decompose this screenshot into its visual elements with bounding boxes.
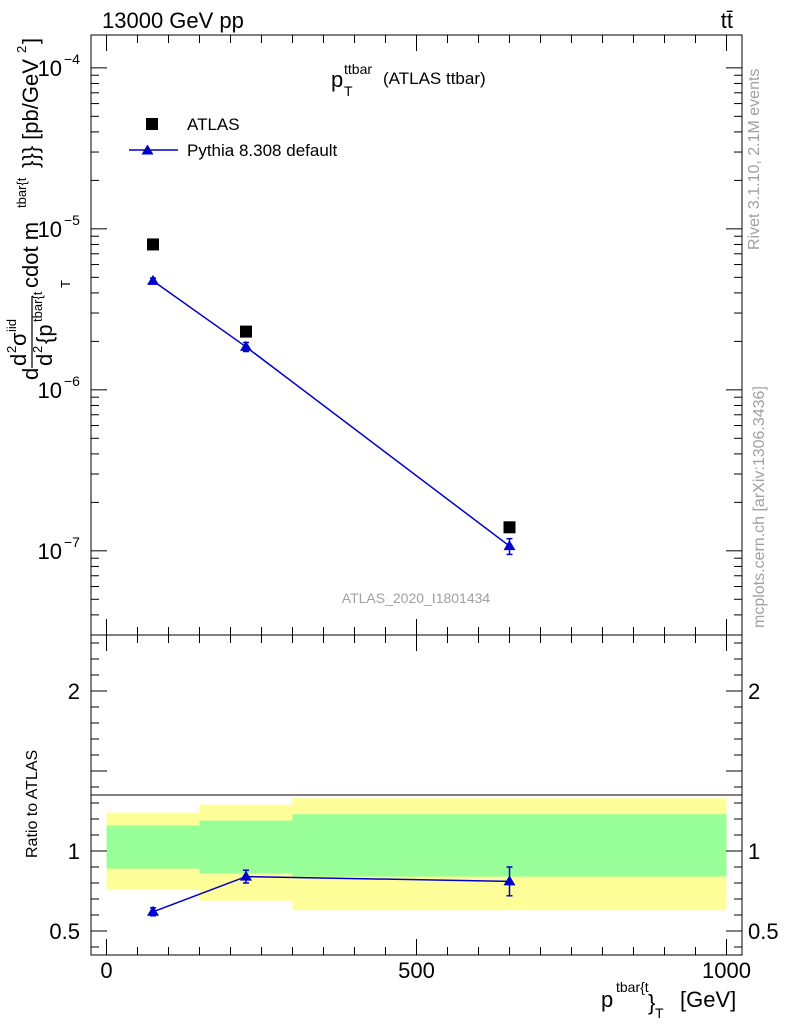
ratio-y-tick-label-right: 0.5 [748, 919, 779, 944]
ylabel-unit-close: ] [18, 38, 43, 44]
y-tick-label-exponent: −7 [64, 534, 80, 550]
rivet-version-label: Rivet 3.1.10, 2.1M events [746, 69, 763, 250]
xlabel-sub2: T [655, 1005, 664, 1021]
title-suffix: (ATLAS ttbar) [383, 69, 486, 88]
ratio-panel: 0.5 0.5 1 1 2 2 0 500 1000 Ratio to ATLAS p tba… [24, 634, 779, 1021]
legend-atlas-marker [146, 118, 158, 130]
xlabel-sup: tbar{t [616, 979, 649, 995]
main-y-ticks: 10−710−610−510−4 [38, 51, 742, 636]
title-sup: ttbar [344, 61, 372, 77]
ylabel-brace-p: {p [32, 324, 57, 344]
ratio-y-tick-label-left: 2 [68, 679, 80, 704]
ratio-y-tick-label-left: 0.5 [49, 919, 80, 944]
y-tick-label-base: 10 [38, 539, 62, 564]
legend-mc-label: Pythia 8.308 default [187, 141, 338, 160]
ratio-band-inner [106, 825, 200, 869]
analysis-label: ATLAS_2020_I1801434 [342, 590, 491, 606]
xlabel-sub: } [648, 990, 655, 1015]
main-panel: 10−710−610−510−4 p ttbar T (ATLAS ttbar)… [4, 34, 743, 636]
y-tick-label-exponent: −4 [64, 51, 80, 67]
atlas-point [240, 325, 252, 338]
y-tick-label-exponent: −6 [64, 373, 80, 389]
source-label: mcplots.cern.ch [arXiv:1306.3436] [751, 386, 768, 628]
ylabel-sigma: σ [6, 332, 31, 346]
ratio-y-ticks: 0.5 0.5 1 1 2 2 [49, 642, 779, 948]
mc-line [152, 280, 510, 547]
x-tick-label: 1000 [702, 958, 751, 983]
x-tick-label: 500 [398, 958, 435, 983]
ratio-band-inner [292, 814, 727, 877]
ratio-x-ticks: 0 500 1000 [100, 635, 751, 983]
x-tick-label: 0 [100, 958, 112, 983]
ratio-bands [106, 798, 727, 911]
atlas-point [503, 521, 516, 534]
title-sub: T [344, 83, 353, 99]
xlabel-unit: [GeV] [680, 987, 736, 1012]
ratio-y-tick-label-left: 1 [68, 839, 80, 864]
ratio-band-inner [199, 820, 293, 874]
xlabel-main: p [601, 987, 613, 1012]
ratio-point [147, 905, 159, 916]
mc-point [147, 274, 159, 285]
ratio-y-axis-label: Ratio to ATLAS [24, 750, 41, 858]
legend-atlas-label: ATLAS [187, 115, 240, 134]
plot-title: p ttbar T (ATLAS ttbar) [331, 61, 486, 99]
ylabel-d3: d [32, 354, 57, 366]
y-tick-label-base: 10 [38, 378, 62, 403]
energy-label: 13000 GeV pp [102, 8, 244, 33]
ratio-point [503, 875, 516, 886]
title-main: p [331, 67, 343, 92]
legend-mc-marker [141, 144, 154, 155]
ylabel-tbar-sup1: tbar{t [30, 291, 45, 322]
main-y-axis-label: d d 2 σ iid d 2 {p tbar{t cdot m tbar{t … [4, 38, 73, 380]
ratio-series [147, 866, 516, 917]
ylabel-sub-t: T [58, 280, 73, 288]
ylabel-d2: d [6, 354, 31, 366]
main-series [147, 238, 516, 556]
ylabel-unit-sup: 2 [14, 46, 29, 53]
y-tick-label-base: 10 [38, 217, 62, 242]
mc-point [503, 540, 516, 551]
ylabel-d1: d [18, 368, 43, 380]
y-tick-label-base: 10 [38, 56, 62, 81]
ylabel-cdot-m: cdot m [18, 222, 43, 288]
atlas-point [147, 238, 159, 251]
ylabel-tbar-sup2: tbar{t [14, 177, 29, 208]
legend: ATLAS Pythia 8.308 default [129, 115, 338, 160]
y-tick-label-exponent: −5 [64, 212, 80, 228]
main-x-ticks [106, 35, 727, 635]
mc-point [240, 340, 252, 351]
ylabel-unit: }}} [pb/GeV [18, 59, 43, 168]
ratio-y-tick-label-right: 1 [748, 839, 760, 864]
ylabel-two-bottom: 2 [30, 346, 45, 353]
ylabel-iid: iid [4, 319, 19, 332]
ratio-y-tick-label-right: 2 [748, 679, 760, 704]
process-label: tt̄ [721, 8, 733, 33]
ylabel-two-top: 2 [4, 346, 19, 353]
ratio-point [240, 870, 252, 881]
x-axis-label: p tbar{t } T [GeV] [601, 979, 736, 1021]
